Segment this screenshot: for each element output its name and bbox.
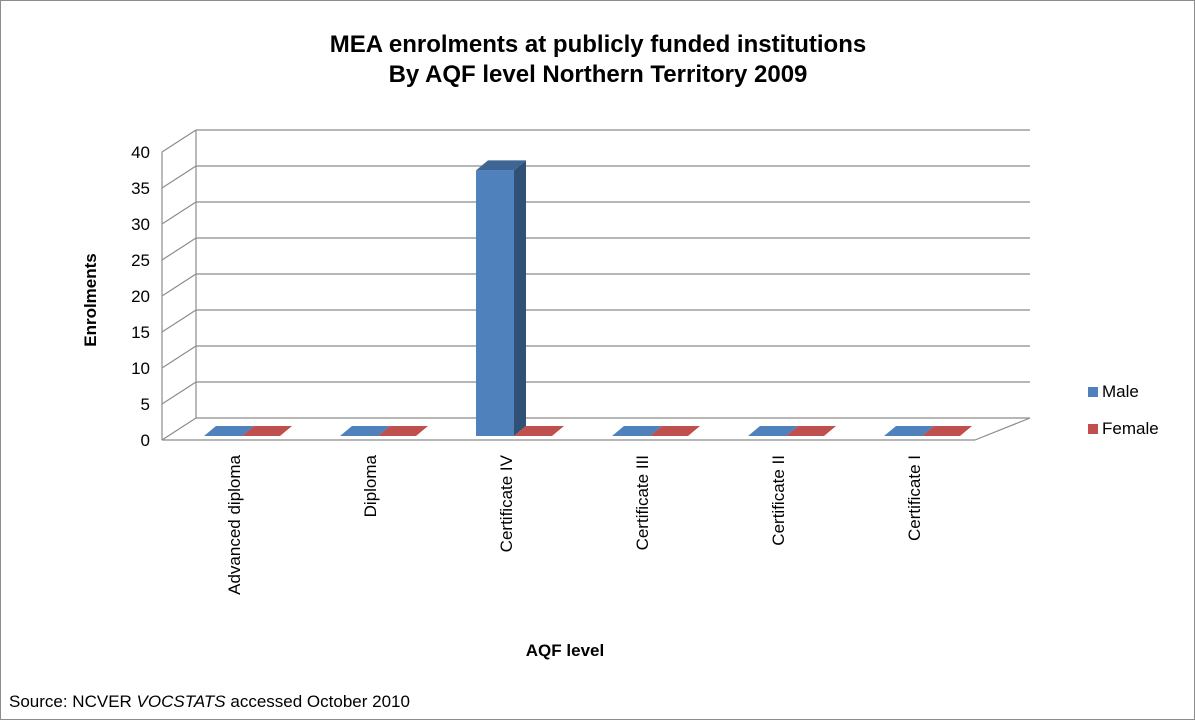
bar-top xyxy=(514,426,564,436)
x-tick-label: Advanced diploma xyxy=(225,454,244,594)
source-prefix: Source: NCVER xyxy=(9,692,137,711)
bar-top xyxy=(204,426,254,436)
chart-title: MEA enrolments at publicly funded instit… xyxy=(330,31,866,88)
x-axis-title: AQF level xyxy=(526,641,604,660)
source-suffix: accessed October 2010 xyxy=(225,692,410,711)
bar-female xyxy=(786,426,836,436)
gridlines xyxy=(161,129,1031,441)
bar-top xyxy=(884,426,934,436)
gridline xyxy=(161,381,197,405)
bar-top xyxy=(786,426,836,436)
legend-swatch-male xyxy=(1088,387,1098,397)
gridline xyxy=(161,129,197,153)
gridline xyxy=(161,273,197,297)
bar-female xyxy=(378,426,428,436)
bar-top xyxy=(242,426,292,436)
legend-label-male: Male xyxy=(1102,382,1139,401)
y-tick-label: 35 xyxy=(131,179,150,198)
chart-title-line: By AQF level Northern Territory 2009 xyxy=(389,61,808,88)
bar-female xyxy=(650,426,700,436)
source-note: Source: NCVER VOCSTATS accessed October … xyxy=(9,692,410,712)
y-tick-label: 20 xyxy=(131,287,150,306)
bar-top xyxy=(340,426,390,436)
y-tick-label: 10 xyxy=(131,359,150,378)
y-axis-ticks: 0 5 10 15 20 25 30 35 40 xyxy=(131,143,150,450)
y-tick-label: 40 xyxy=(131,143,150,162)
bar-front xyxy=(476,170,514,436)
gridline xyxy=(161,237,197,261)
bar-top xyxy=(748,426,798,436)
bar-male xyxy=(476,160,526,436)
bar-top xyxy=(922,426,972,436)
y-tick-label: 30 xyxy=(131,215,150,234)
bar-male xyxy=(204,426,254,436)
chart-title-line: MEA enrolments at publicly funded instit… xyxy=(330,31,866,58)
bar-male xyxy=(612,426,662,436)
x-tick-label: Certificate I xyxy=(905,455,924,541)
x-tick-label: Certificate III xyxy=(633,455,652,550)
legend-label-female: Female xyxy=(1102,419,1159,438)
gridline xyxy=(161,201,197,225)
legend-swatch-female xyxy=(1088,424,1098,434)
y-tick-label: 15 xyxy=(131,323,150,342)
bar-top xyxy=(612,426,662,436)
bar-male xyxy=(884,426,934,436)
legend: Male Female xyxy=(1088,382,1159,438)
bar-side xyxy=(514,160,526,436)
bars xyxy=(204,160,972,436)
y-axis-title: Enrolments xyxy=(81,253,100,347)
x-tick-label: Certificate IV xyxy=(497,454,516,552)
bar-male xyxy=(340,426,390,436)
bar-female xyxy=(514,426,564,436)
x-tick-label: Diploma xyxy=(361,454,380,517)
x-tick-label: Certificate II xyxy=(769,455,788,546)
source-italic: VOCSTATS xyxy=(136,692,226,711)
floor-edge xyxy=(974,417,1031,441)
y-tick-label: 5 xyxy=(141,395,150,414)
y-tick-label: 0 xyxy=(141,431,150,450)
gridline xyxy=(161,309,197,333)
bar-male xyxy=(748,426,798,436)
bar-top xyxy=(650,426,700,436)
gridline xyxy=(161,345,197,369)
bar-top xyxy=(476,160,526,171)
bar-female xyxy=(922,426,972,436)
x-axis-ticks: Advanced diploma Diploma Certificate IV Cer… xyxy=(225,454,924,595)
chart: MEA enrolments at publicly funded instit… xyxy=(81,31,1159,660)
gridline xyxy=(161,165,197,189)
y-tick-label: 25 xyxy=(131,251,150,270)
bar-top xyxy=(378,426,428,436)
gridline xyxy=(161,417,197,441)
bar-female xyxy=(242,426,292,436)
